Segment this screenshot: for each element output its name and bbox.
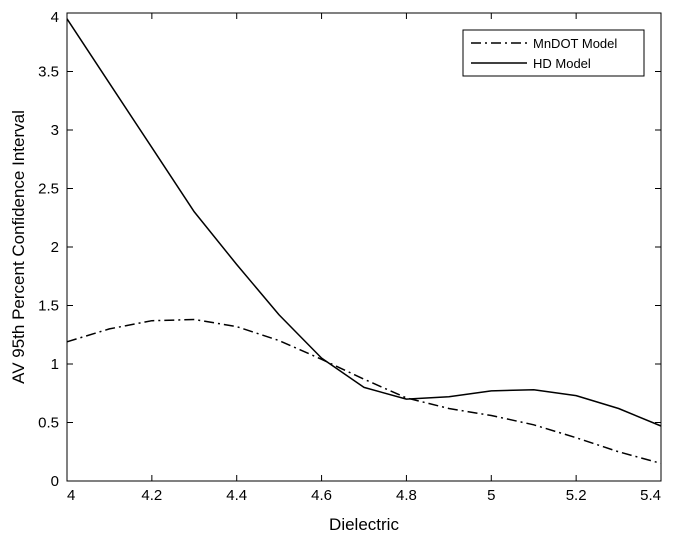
x-tick-label: 5.2 bbox=[566, 487, 587, 504]
x-tick-label: 5.4 bbox=[640, 487, 661, 504]
series-line-hd bbox=[66, 18, 662, 427]
series-line-mndot bbox=[66, 318, 662, 465]
x-tick-label: 5 bbox=[487, 487, 495, 504]
y-tick-label: 2.5 bbox=[38, 181, 59, 198]
legend: MnDOT Model HD Model bbox=[462, 29, 645, 77]
x-tick-label: 4.6 bbox=[311, 487, 332, 504]
legend-label-mndot: MnDOT Model bbox=[533, 36, 617, 51]
x-tick-label: 4 bbox=[67, 487, 75, 504]
y-axis-title: AV 95th Percent Confidence Interval bbox=[9, 110, 28, 384]
axis-ticks: 4 4.2 4.4 4.6 4.8 5 5.2 5.4 0 0.5 1 1.5 2 2.5 3 3.5 4 bbox=[38, 9, 662, 504]
y-tick-label: 1.5 bbox=[38, 298, 59, 315]
y-tick-label: 3 bbox=[51, 122, 59, 139]
y-tick-label: 3.5 bbox=[38, 64, 59, 81]
x-tick-label: 4.4 bbox=[226, 487, 247, 504]
legend-label-hd: HD Model bbox=[533, 56, 591, 71]
y-tick-label: 1 bbox=[51, 356, 59, 373]
y-tick-label: 0.5 bbox=[38, 415, 59, 432]
plot-area bbox=[66, 12, 662, 482]
legend-box bbox=[462, 29, 645, 77]
x-tick-label: 4.8 bbox=[396, 487, 417, 504]
y-tick-label: 2 bbox=[51, 239, 59, 256]
y-tick-label: 4 bbox=[51, 9, 59, 26]
y-tick-label: 0 bbox=[51, 473, 59, 490]
x-tick-label: 4.2 bbox=[141, 487, 162, 504]
series-lines bbox=[66, 18, 662, 465]
x-axis-title: Dielectric bbox=[329, 515, 399, 534]
